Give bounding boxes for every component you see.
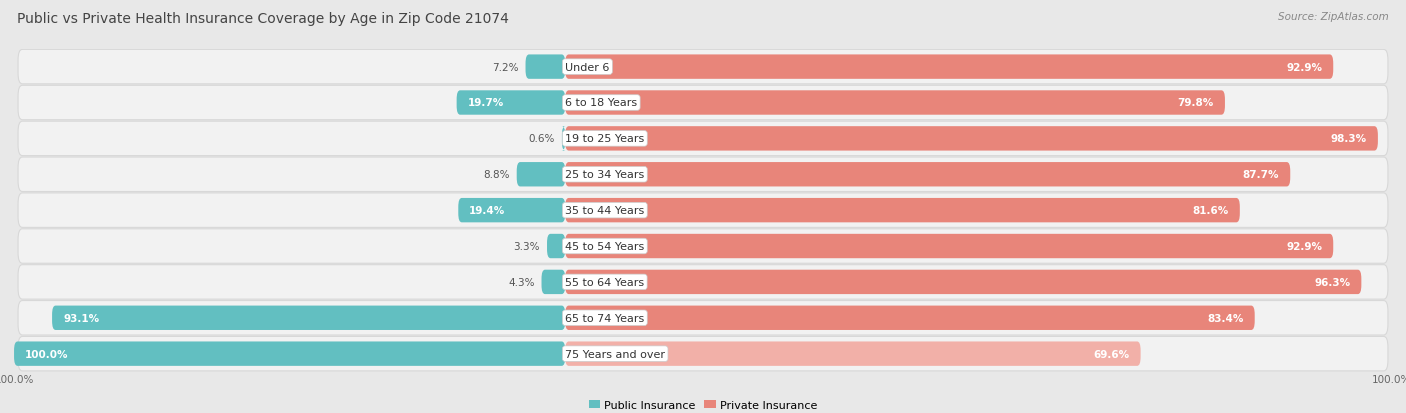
Text: 6 to 18 Years: 6 to 18 Years [565, 98, 637, 108]
FancyBboxPatch shape [18, 301, 1388, 335]
FancyBboxPatch shape [565, 270, 1361, 294]
FancyBboxPatch shape [458, 199, 565, 223]
FancyBboxPatch shape [457, 91, 565, 115]
Legend: Public Insurance, Private Insurance: Public Insurance, Private Insurance [583, 396, 823, 413]
FancyBboxPatch shape [565, 306, 1254, 330]
Text: 0.6%: 0.6% [529, 134, 555, 144]
Text: Under 6: Under 6 [565, 62, 610, 72]
FancyBboxPatch shape [52, 306, 565, 330]
Text: 92.9%: 92.9% [1286, 242, 1322, 252]
FancyBboxPatch shape [18, 86, 1388, 121]
Text: 4.3%: 4.3% [508, 277, 534, 287]
FancyBboxPatch shape [18, 229, 1388, 263]
Text: 69.6%: 69.6% [1094, 349, 1129, 359]
Text: 3.3%: 3.3% [513, 242, 540, 252]
Text: 75 Years and over: 75 Years and over [565, 349, 665, 359]
Text: Public vs Private Health Insurance Coverage by Age in Zip Code 21074: Public vs Private Health Insurance Cover… [17, 12, 509, 26]
Text: 87.7%: 87.7% [1243, 170, 1279, 180]
Text: 55 to 64 Years: 55 to 64 Years [565, 277, 644, 287]
FancyBboxPatch shape [18, 193, 1388, 228]
FancyBboxPatch shape [18, 265, 1388, 299]
Text: 93.1%: 93.1% [63, 313, 100, 323]
Text: 65 to 74 Years: 65 to 74 Years [565, 313, 644, 323]
Text: 7.2%: 7.2% [492, 62, 519, 72]
FancyBboxPatch shape [18, 122, 1388, 156]
FancyBboxPatch shape [565, 91, 1225, 115]
Text: 19.7%: 19.7% [468, 98, 503, 108]
FancyBboxPatch shape [562, 127, 565, 151]
Text: 98.3%: 98.3% [1330, 134, 1367, 144]
FancyBboxPatch shape [526, 55, 565, 80]
Text: 79.8%: 79.8% [1178, 98, 1213, 108]
Text: 96.3%: 96.3% [1315, 277, 1350, 287]
FancyBboxPatch shape [18, 50, 1388, 85]
FancyBboxPatch shape [547, 234, 565, 259]
Text: 45 to 54 Years: 45 to 54 Years [565, 242, 644, 252]
Text: Source: ZipAtlas.com: Source: ZipAtlas.com [1278, 12, 1389, 22]
FancyBboxPatch shape [18, 337, 1388, 371]
FancyBboxPatch shape [541, 270, 565, 294]
Text: 100.0%: 100.0% [25, 349, 69, 359]
FancyBboxPatch shape [565, 342, 1140, 366]
Text: 25 to 34 Years: 25 to 34 Years [565, 170, 644, 180]
FancyBboxPatch shape [517, 163, 565, 187]
Text: 35 to 44 Years: 35 to 44 Years [565, 206, 644, 216]
FancyBboxPatch shape [565, 199, 1240, 223]
Text: 83.4%: 83.4% [1208, 313, 1244, 323]
Text: 19 to 25 Years: 19 to 25 Years [565, 134, 644, 144]
FancyBboxPatch shape [18, 158, 1388, 192]
Text: 92.9%: 92.9% [1286, 62, 1322, 72]
Text: 19.4%: 19.4% [470, 206, 506, 216]
FancyBboxPatch shape [565, 234, 1333, 259]
Text: 8.8%: 8.8% [484, 170, 510, 180]
FancyBboxPatch shape [565, 127, 1378, 151]
FancyBboxPatch shape [565, 55, 1333, 80]
FancyBboxPatch shape [14, 342, 565, 366]
Text: 81.6%: 81.6% [1192, 206, 1229, 216]
FancyBboxPatch shape [565, 163, 1291, 187]
